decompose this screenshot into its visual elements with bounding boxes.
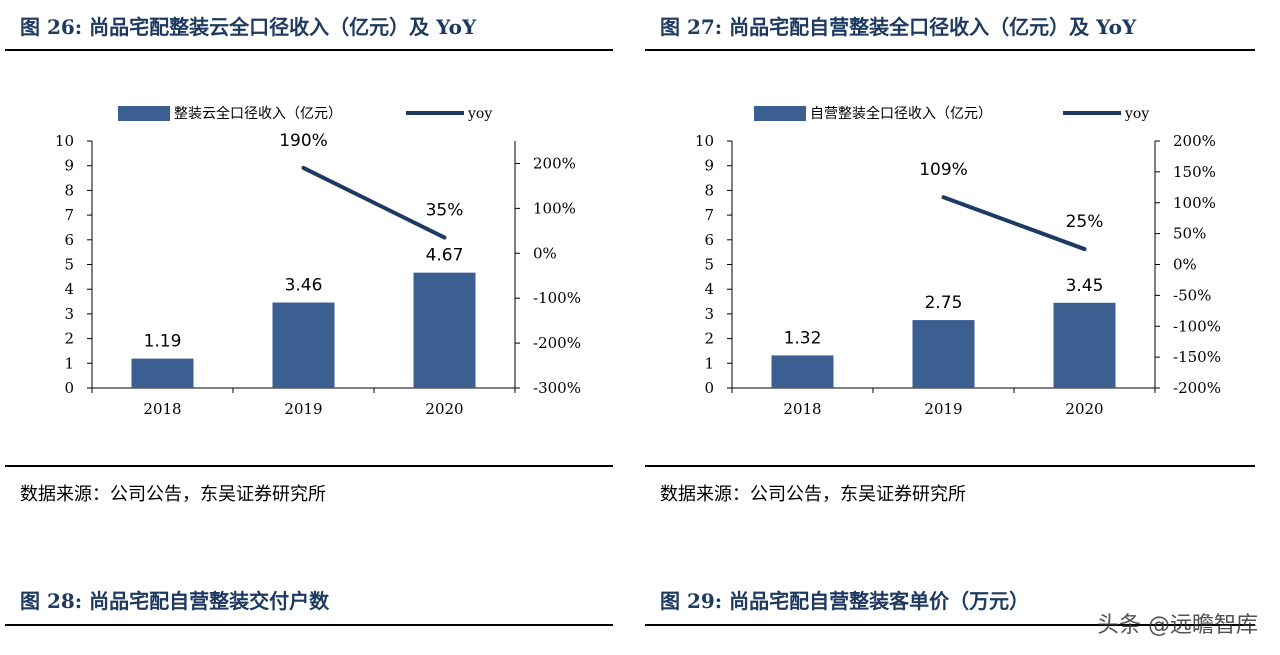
bar — [1053, 302, 1116, 388]
y-tick-label: 7 — [704, 206, 714, 224]
bar-data-label: 3.45 — [1066, 276, 1104, 296]
figure-26-chart: 0 1 2 3 4 5 6 7 8 9 10 -300% -200% -100% 0% 100% 200% 201… — [55, 105, 581, 418]
legend-bar-swatch — [118, 106, 170, 121]
y-tick-label: 8 — [64, 181, 74, 199]
legend-line-label: yoy — [1124, 106, 1149, 122]
y2-tick-label: 0% — [1173, 256, 1197, 274]
figure-27-title: 图 27: 尚品宅配自营整装全口径收入（亿元）及 YoY — [660, 15, 1137, 39]
figure-26-source: 数据来源：公司公告，东吴证券研究所 — [20, 484, 326, 505]
y2-tick-label: -200% — [533, 334, 581, 352]
bar — [771, 355, 834, 388]
y-tick-label: 7 — [64, 206, 74, 224]
y-tick-label: 2 — [704, 330, 714, 348]
bar-data-label: 1.32 — [784, 328, 822, 348]
y2-tick-label: 100% — [1173, 194, 1216, 212]
figure-29-top-rule — [645, 624, 1255, 626]
y-tick-label: 10 — [695, 132, 714, 150]
y-tick-label: 0 — [704, 379, 714, 397]
x-tick-label: 2020 — [1065, 400, 1103, 418]
y-tick-label: 2 — [64, 330, 74, 348]
y2-tick-label: 100% — [533, 199, 576, 217]
figure-28-title: 图 28: 尚品宅配自营整装交付户数 — [20, 589, 330, 613]
y-tick-label: 9 — [64, 157, 74, 175]
legend-line-label: yoy — [467, 106, 492, 122]
bar-data-label: 1.19 — [144, 332, 182, 352]
y-tick-label: 4 — [64, 280, 74, 298]
yoy-line — [301, 165, 447, 240]
y2-tick-label: -300% — [533, 379, 581, 397]
y-tick-label: 0 — [64, 379, 74, 397]
y2-tick-label: 150% — [1173, 163, 1216, 181]
legend-bar-label: 自营整装全口径收入（亿元） — [810, 105, 992, 122]
figure-27-source: 数据来源：公司公告，东吴证券研究所 — [660, 484, 966, 505]
x-tick-label: 2018 — [783, 400, 821, 418]
y-tick-label: 10 — [55, 132, 74, 150]
y2-tick-label: 50% — [1173, 225, 1206, 243]
y-tick-label: 1 — [704, 354, 714, 372]
x-tick-label: 2019 — [924, 400, 962, 418]
legend-bar-swatch — [754, 106, 806, 121]
y2-tick-label: -200% — [1173, 379, 1221, 397]
x-tick-label: 2020 — [425, 400, 463, 418]
y-tick-label: 8 — [704, 181, 714, 199]
y-tick-label: 1 — [64, 354, 74, 372]
x-tick-label: 2018 — [143, 400, 181, 418]
yoy-data-label: 25% — [1066, 212, 1104, 232]
y-tick-label: 4 — [704, 280, 714, 298]
x-tick-label: 2019 — [284, 400, 322, 418]
yoy-data-label: 35% — [426, 201, 464, 221]
bar — [413, 272, 476, 388]
yoy-data-label: 109% — [919, 160, 968, 180]
figure-27-top-rule — [645, 49, 1255, 51]
watermark-text: 头条 @远瞻智库 — [1097, 613, 1258, 638]
bar-data-label: 2.75 — [925, 293, 963, 313]
bar — [272, 302, 335, 388]
y2-tick-label: -100% — [533, 289, 581, 307]
bar — [131, 358, 194, 388]
figure-27-chart: 0 1 2 3 4 5 6 7 8 9 10 -200% -150% -100% -50% 0% 50% 100%… — [695, 105, 1221, 418]
y-tick-label: 6 — [64, 231, 74, 249]
bar-data-label: 3.46 — [285, 276, 323, 296]
y-tick-label: 5 — [64, 256, 74, 274]
figure-26-title: 图 26: 尚品宅配整装云全口径收入（亿元）及 YoY — [20, 15, 477, 39]
y-tick-label: 3 — [704, 305, 714, 323]
yoy-data-label: 190% — [279, 131, 328, 151]
figure-27-bottom-rule — [645, 465, 1255, 467]
legend-bar-label: 整装云全口径收入（亿元） — [174, 105, 342, 122]
y-tick-label: 3 — [64, 305, 74, 323]
y2-tick-label: -50% — [1173, 286, 1211, 304]
figure-28-top-rule — [5, 624, 613, 626]
y2-tick-label: -100% — [1173, 317, 1221, 335]
y2-tick-label: 200% — [1173, 132, 1216, 150]
figure-26-bottom-rule — [5, 465, 613, 467]
y-tick-label: 6 — [704, 231, 714, 249]
y2-tick-label: 200% — [533, 154, 576, 172]
y2-tick-label: 0% — [533, 244, 557, 262]
yoy-line — [941, 195, 1087, 252]
y-tick-label: 9 — [704, 157, 714, 175]
bar — [912, 320, 975, 388]
bar-data-label: 4.67 — [426, 246, 464, 266]
figure-26-top-rule — [5, 49, 613, 51]
y-tick-label: 5 — [704, 256, 714, 274]
y2-tick-label: -150% — [1173, 348, 1221, 366]
figure-29-title: 图 29: 尚品宅配自营整装客单价（万元） — [660, 589, 1030, 613]
